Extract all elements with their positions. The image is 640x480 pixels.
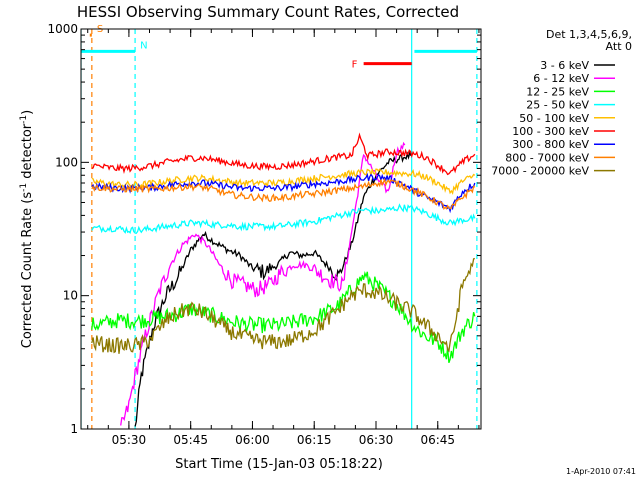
legend-label-1: 6 - 12 keV xyxy=(533,72,589,85)
y-tick-label-2: 100 xyxy=(55,155,78,169)
series-line-7 xyxy=(91,177,476,210)
x-axis-label: Start Time (15-Jan-03 05:18:22) xyxy=(175,457,383,472)
series-line-3 xyxy=(91,203,476,235)
series-line-8 xyxy=(91,257,476,354)
observing-flag-markers xyxy=(81,29,478,429)
annotation-label-2: F xyxy=(352,60,358,71)
x-tick-label-3: 06:15 xyxy=(297,433,332,447)
series-line-1 xyxy=(120,141,406,426)
y-tick-label-0: 1 xyxy=(70,422,78,436)
chart-title: HESSI Observing Summary Count Rates, Cor… xyxy=(77,3,459,21)
legend-label-2: 12 - 25 keV xyxy=(526,85,589,98)
x-axis: 05:30 05:45 06:00 06:15 06:30 06:45 xyxy=(87,29,480,447)
y-tick-label-1: 10 xyxy=(63,289,78,303)
plot-frame xyxy=(80,28,482,430)
legend-label-5: 100 - 300 keV xyxy=(512,125,589,138)
legend-header-line1: Det 1,3,4,5,6,9, xyxy=(546,28,632,41)
y-axis: 1 10 100 1000 xyxy=(47,22,481,436)
legend-label-4: 50 - 100 keV xyxy=(519,112,589,125)
series-line-0 xyxy=(134,151,412,427)
y-axis-label: Corrected Count Rate (s-1 detector-1) xyxy=(19,110,35,348)
y-tick-label-3: 1000 xyxy=(47,22,78,36)
y-axis-label-mid: detector xyxy=(20,123,35,183)
y-axis-label-main: Corrected Count Rate (s xyxy=(20,192,35,349)
legend-label-7: 800 - 7000 keV xyxy=(505,151,589,164)
legend-label-8: 7000 - 20000 keV xyxy=(491,165,589,178)
series-line-4 xyxy=(91,168,476,195)
legend-label-3: 25 - 50 keV xyxy=(526,99,589,112)
series-layer xyxy=(91,132,476,427)
annotation-label-1: N xyxy=(140,40,147,51)
legend-header-line2: Att 0 xyxy=(606,40,632,53)
y-axis-label-end: ) xyxy=(20,110,35,115)
legend-label-0: 3 - 6 keV xyxy=(540,59,589,72)
x-tick-label-5: 06:45 xyxy=(420,433,455,447)
annotation-label-0: S xyxy=(97,24,103,35)
annotation-layer: S N F xyxy=(81,24,477,71)
x-tick-label-1: 05:45 xyxy=(173,433,208,447)
y-axis-label-sup2: -1 xyxy=(19,115,29,124)
footer-date: 1-Apr-2010 07:41 xyxy=(566,467,636,476)
x-tick-label-2: 06:00 xyxy=(235,433,270,447)
x-tick-label-0: 05:30 xyxy=(112,433,147,447)
series-line-5 xyxy=(91,132,476,176)
series-line-2 xyxy=(91,270,476,364)
x-tick-label-4: 06:30 xyxy=(359,433,394,447)
legend-label-6: 300 - 800 keV xyxy=(512,138,589,151)
y-axis-label-sup1: -1 xyxy=(19,183,29,192)
